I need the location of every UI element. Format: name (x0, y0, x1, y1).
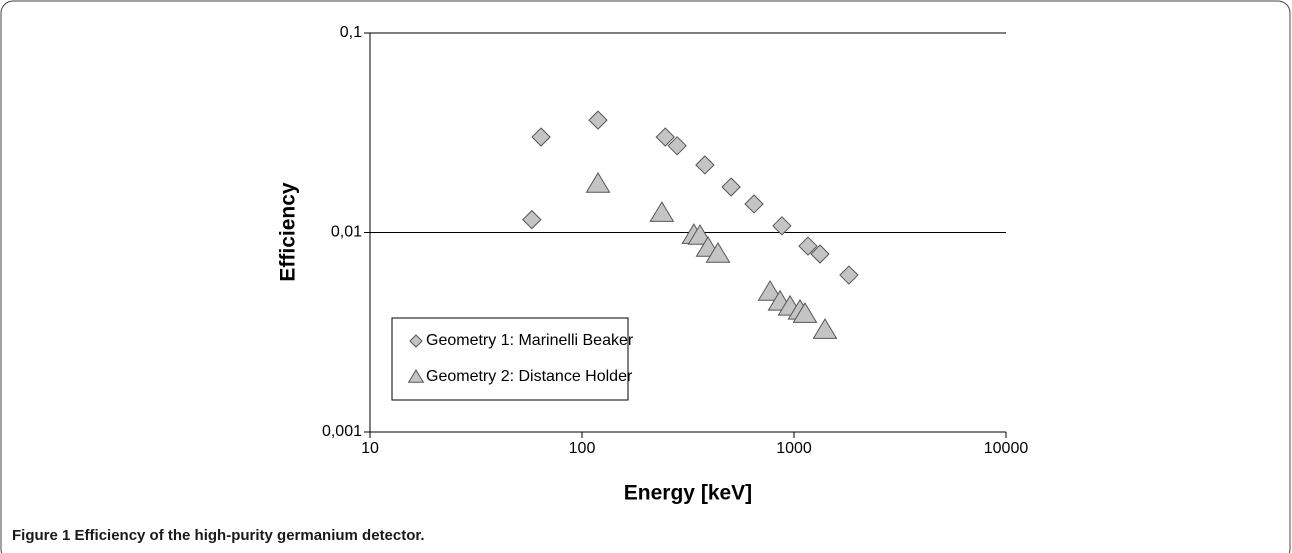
triangle-point (407, 369, 425, 383)
y-tick-label: 0,1 (340, 24, 362, 41)
x-tick-label: 1000 (776, 440, 812, 457)
x-tick-label: 10000 (984, 440, 1029, 457)
legend-label: Geometry 2: Distance Holder (426, 368, 633, 385)
diamond-point (655, 127, 675, 147)
x-tick-label: 100 (569, 440, 596, 457)
diamond-point (409, 334, 423, 348)
diamond-point (531, 127, 551, 147)
y-tick-label: 0,01 (331, 224, 362, 241)
diamond-point (588, 110, 608, 130)
diamond-point (744, 194, 764, 214)
caption-label: Figure 1 (12, 527, 71, 544)
legend-box (391, 317, 629, 401)
diamond-point (695, 155, 715, 175)
x-tick-label: 10 (361, 440, 379, 457)
x-axis-label: Energy [keV] (624, 482, 752, 505)
triangle-point (585, 172, 611, 193)
triangle-point (757, 280, 783, 301)
diamond-point (839, 265, 859, 285)
triangle-point (649, 201, 675, 222)
y-tick-label: 0,001 (322, 423, 362, 440)
triangle-point (705, 242, 731, 263)
caption: Figure 1 Efficiency of the high-purity g… (12, 527, 425, 544)
diamond-point (810, 244, 830, 264)
triangle-point (792, 302, 818, 323)
diamond-point (798, 236, 818, 256)
y-axis-label: Efficiency (277, 182, 300, 282)
triangle-point (812, 318, 838, 339)
diamond-point (721, 177, 741, 197)
caption-text: Efficiency of the high-purity germanium … (74, 527, 425, 544)
legend-label: Geometry 1: Marinelli Beaker (426, 332, 634, 349)
diamond-point (522, 209, 542, 230)
diamond-point (772, 216, 792, 236)
triangle-point (687, 224, 713, 245)
diamond-point (667, 136, 687, 156)
